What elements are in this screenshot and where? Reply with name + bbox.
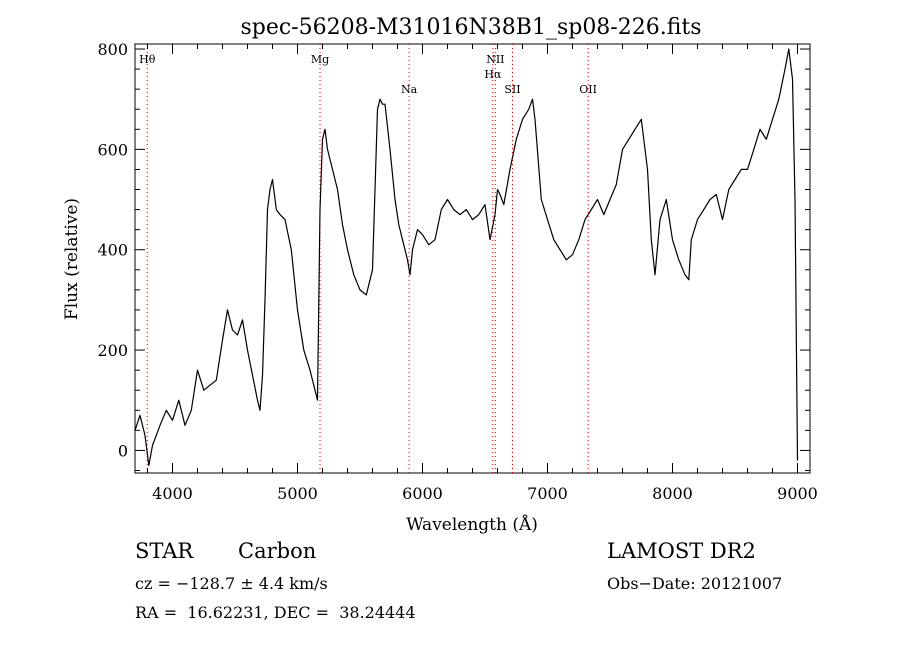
x-axis-label: Wavelength (Å) <box>406 514 538 535</box>
x-tick-label: 5000 <box>277 484 318 503</box>
chart-title: spec-56208-M31016N38B1_sp08-226.fits <box>240 15 701 40</box>
spectral-line-markers <box>146 44 589 473</box>
y-tick-label: 600 <box>97 140 128 159</box>
observation-date: Obs−Date: 20121007 <box>607 574 783 593</box>
y-tick-label: 200 <box>97 341 128 360</box>
spectrum-line-0 <box>134 48 799 467</box>
survey-name: LAMOST DR2 <box>607 539 756 563</box>
x-tick-label: 4000 <box>152 484 193 503</box>
x-tick-labels: 4000 5000 6000 7000 8000 9000 <box>152 484 818 503</box>
line-label-Mg: Mg <box>311 53 329 66</box>
line-label-NII: NII <box>486 53 504 66</box>
object-subclass: Carbon <box>238 539 317 563</box>
redshift-cz: cz = −128.7 ± 4.4 km/s <box>135 574 328 593</box>
y-axis-label: Flux (relative) <box>62 198 82 320</box>
object-class: STAR <box>135 539 194 563</box>
line-label-Hθ: Hθ <box>139 53 156 66</box>
line-label-Na: Na <box>401 83 418 96</box>
x-tick-label: 6000 <box>402 484 443 503</box>
y-tick-label: 0 <box>118 441 128 460</box>
plot-frame <box>134 43 811 474</box>
y-tick-label: 400 <box>97 241 128 260</box>
y-tick-label: 800 <box>97 40 128 59</box>
coordinates: RA = 16.62231, DEC = 38.24444 <box>135 603 416 622</box>
x-tick-label: 7000 <box>527 484 568 503</box>
y-tick-labels: 0 200 400 600 800 <box>97 40 128 460</box>
x-tick-label: 9000 <box>777 484 818 503</box>
line-label-OII: OII <box>579 83 597 96</box>
line-label-Hα: Hα <box>484 68 502 81</box>
spectrum-series <box>134 48 799 467</box>
line-label-SII: SII <box>504 83 520 96</box>
axis-ticks <box>135 44 810 473</box>
x-tick-label: 8000 <box>652 484 693 503</box>
